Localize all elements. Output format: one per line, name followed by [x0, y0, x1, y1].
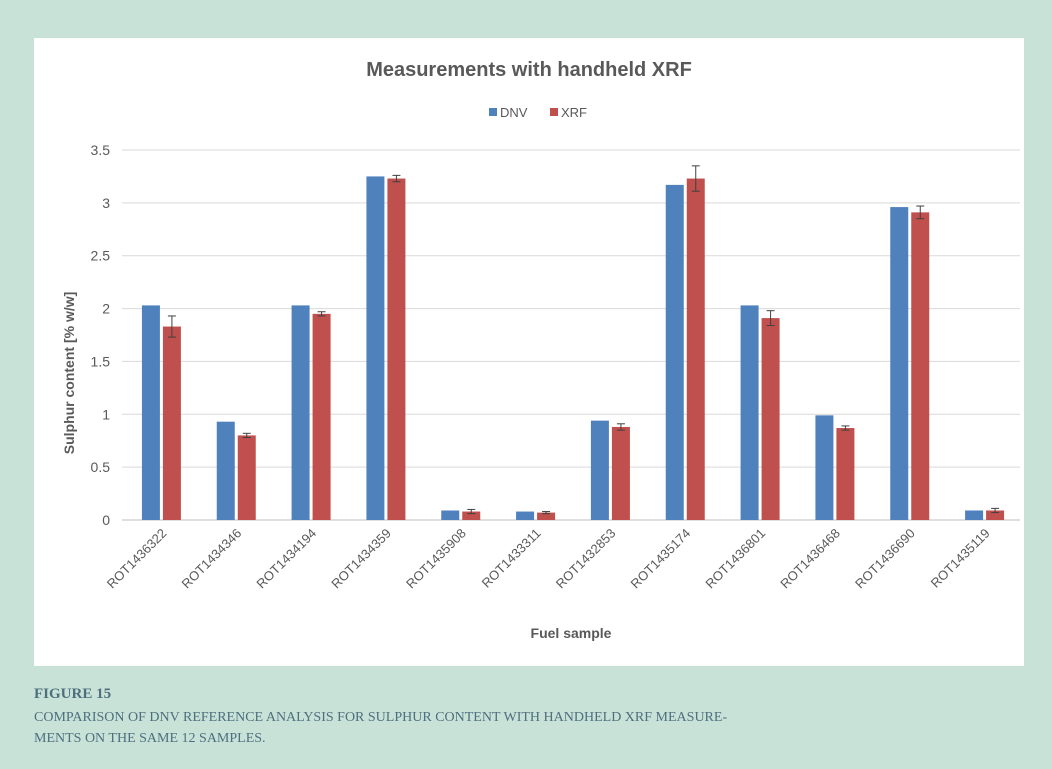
x-tick-label: ROT1435908 — [403, 526, 469, 592]
x-axis-label: Fuel sample — [531, 625, 612, 641]
bar-dnv — [291, 305, 310, 520]
bar-xrf — [537, 512, 556, 520]
y-axis-ticks: 0 0.5 1 1.5 2 2.5 3 3.5 — [91, 142, 111, 528]
bar-xrf — [836, 428, 855, 520]
y-tick-label: 2.5 — [91, 248, 111, 264]
y-axis-label: Sulphur content [% w/w] — [61, 292, 77, 455]
x-tick-label: ROT1436468 — [777, 526, 843, 592]
error-bar — [167, 315, 176, 338]
bar-dnv — [965, 510, 984, 520]
legend-swatch-dnv — [489, 108, 497, 116]
bar-xrf — [312, 313, 331, 520]
x-tick-label: ROT1432853 — [553, 526, 619, 592]
x-tick-label: ROT1434194 — [253, 526, 319, 592]
x-tick-label: ROT1435119 — [928, 526, 993, 591]
x-tick-label: ROT1434346 — [179, 526, 245, 592]
bars — [141, 165, 1005, 521]
y-tick-label: 1 — [102, 406, 110, 422]
bar-xrf — [611, 426, 630, 520]
x-tick-label: ROT1436801 — [702, 526, 768, 592]
legend-label-dnv: DNV — [500, 105, 528, 120]
bar-xrf — [911, 212, 930, 520]
x-tick-label: ROT1433311 — [479, 526, 544, 591]
error-bar — [542, 511, 551, 515]
y-tick-label: 3.5 — [91, 142, 111, 158]
legend-label-xrf: XRF — [561, 105, 587, 120]
gridlines — [122, 149, 1020, 521]
bar-xrf — [237, 435, 256, 520]
x-tick-label: ROT1435174 — [628, 526, 694, 592]
bar-dnv — [590, 420, 609, 520]
x-tick-label: ROT1434359 — [328, 526, 394, 592]
bar-xrf — [686, 178, 705, 521]
figure-caption-line-1: COMPARISON OF DNV REFERENCE ANALYSIS FOR… — [34, 710, 728, 725]
error-bar — [616, 423, 625, 431]
bar-dnv — [141, 305, 160, 520]
bar-xrf — [462, 511, 481, 520]
bar-dnv — [740, 305, 759, 520]
y-tick-label: 2 — [102, 301, 110, 317]
error-bar — [691, 165, 700, 192]
error-bar — [841, 425, 850, 431]
y-tick-label: 3 — [102, 195, 110, 211]
y-tick-label: 0 — [102, 512, 110, 528]
figure-label: FIGURE 15 — [34, 686, 112, 702]
figure-caption: FIGURE 15 COMPARISON OF DNV REFERENCE AN… — [34, 686, 1014, 749]
bar-xrf — [162, 326, 181, 520]
error-bar — [392, 174, 401, 183]
bar-dnv — [216, 421, 235, 520]
error-bar — [242, 432, 251, 439]
y-tick-label: 0.5 — [91, 459, 111, 475]
bar-dnv — [815, 415, 834, 520]
x-tick-label: ROT1436690 — [852, 526, 918, 592]
bar-dnv — [441, 510, 460, 520]
error-bar — [467, 508, 476, 515]
error-bar — [916, 205, 925, 220]
bar-dnv — [665, 184, 684, 520]
x-axis-ticks: ROT1436322 ROT1434346 ROT1434194 ROT1434359… — [104, 526, 993, 592]
bar-dnv — [516, 511, 535, 520]
legend-swatch-xrf — [550, 108, 558, 116]
bar-xrf — [986, 510, 1005, 520]
bar-dnv — [890, 207, 909, 521]
error-bar — [317, 311, 326, 317]
figure-caption-line-2: MENTS ON THE SAME 12 SAMPLES. — [34, 731, 266, 746]
bar-xrf — [387, 178, 406, 521]
chart-title: Measurements with handheld XRF — [366, 59, 692, 81]
error-bar — [991, 507, 1000, 514]
bar-chart: Measurements with handheld XRF DNV XRF 00… — [61, 59, 1020, 641]
y-tick-label: 1.5 — [91, 353, 111, 369]
bar-xrf — [761, 318, 780, 520]
error-bar — [766, 310, 775, 326]
legend: DNV XRF — [489, 105, 587, 120]
bar-dnv — [366, 176, 385, 520]
x-tick-label: ROT1436322 — [104, 526, 170, 592]
